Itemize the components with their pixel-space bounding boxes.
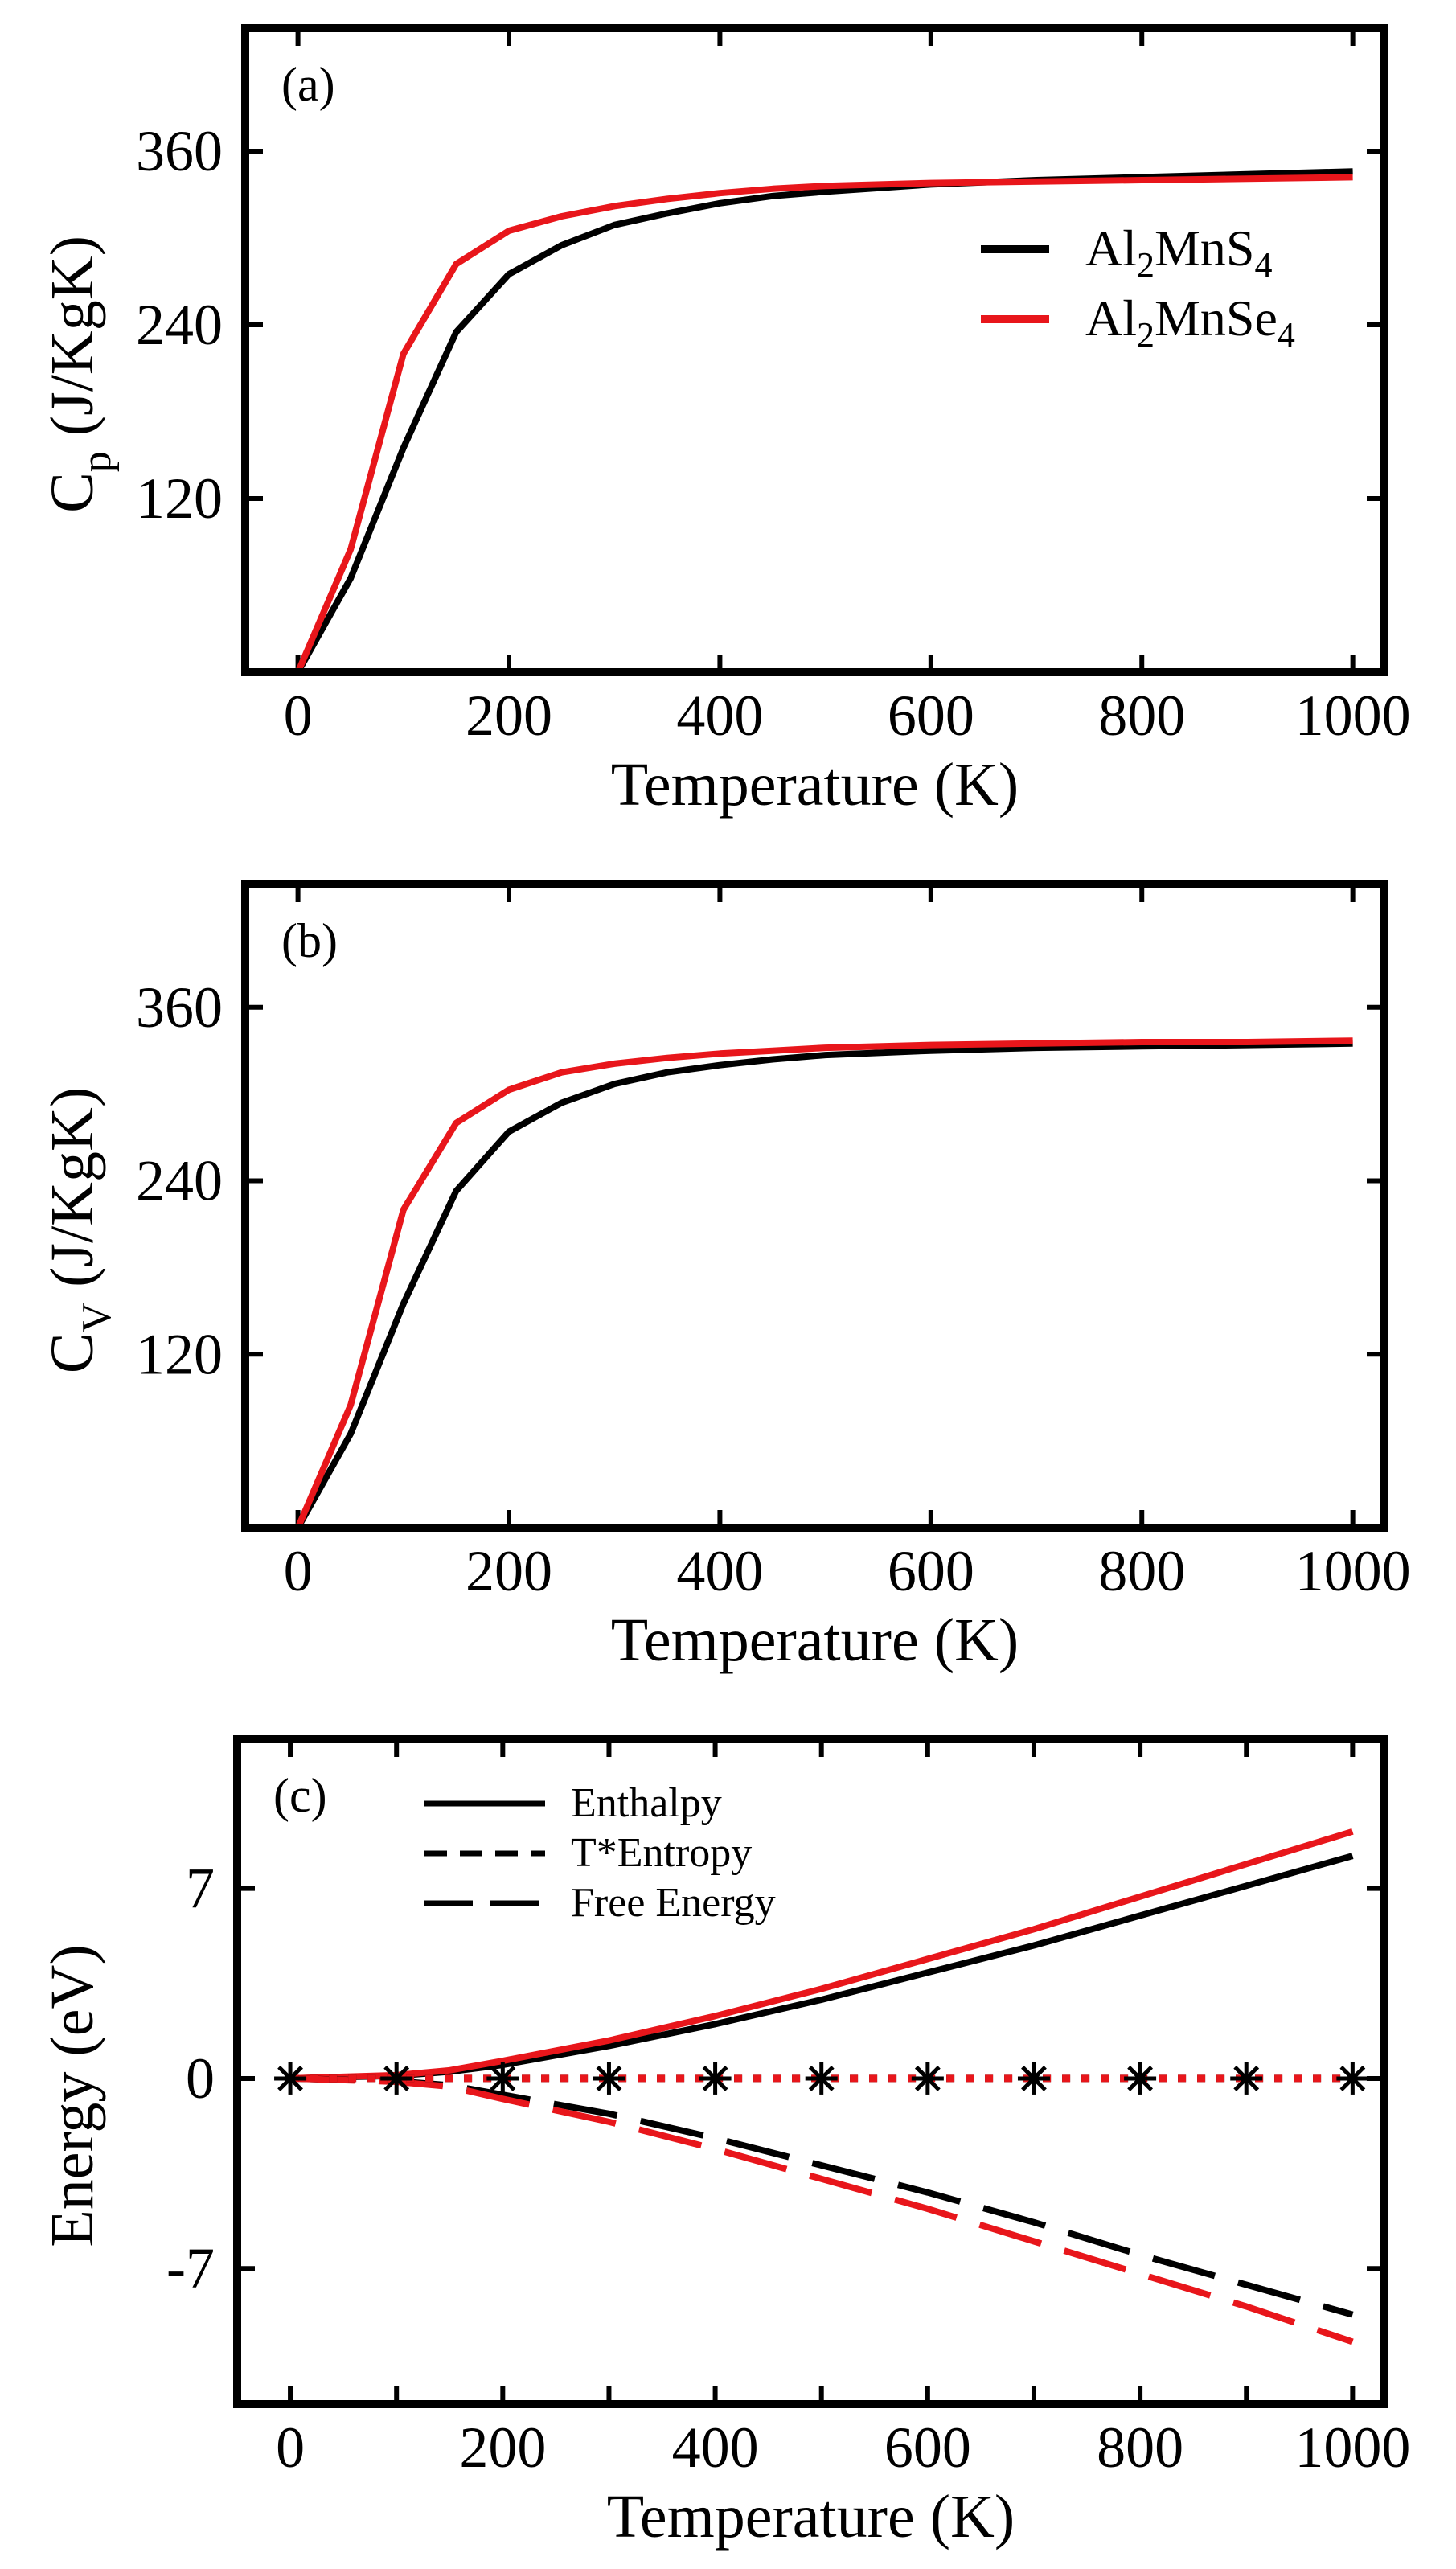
star-marker xyxy=(1017,2062,1050,2095)
star-marker xyxy=(805,2062,838,2095)
x-tick-label: 600 xyxy=(888,1539,974,1603)
legend-label-subscript: 2 xyxy=(1137,315,1155,355)
y-axis-label: CV (J/KgK) xyxy=(39,1087,120,1373)
x-tick-label: 0 xyxy=(284,683,313,748)
legend-label-subscript: 2 xyxy=(1137,245,1155,285)
legend-item: Al2MnS4 xyxy=(981,220,1273,285)
star-marker xyxy=(1336,2062,1369,2095)
y-tick-label: 0 xyxy=(186,2046,215,2111)
y-axis-label-subscript: V xyxy=(74,1303,120,1333)
x-tick-label: 800 xyxy=(1097,2415,1183,2480)
y-tick-label: 240 xyxy=(136,1149,223,1213)
x-tick-label: 0 xyxy=(276,2415,305,2480)
legend-item: Al2MnSe4 xyxy=(981,289,1295,355)
star-marker xyxy=(1124,2062,1157,2095)
legend-label: Al2MnSe4 xyxy=(1085,289,1295,355)
legend-label-part: MnS xyxy=(1155,220,1255,277)
series-line-al2mnse4-free-energy xyxy=(289,2074,1354,2345)
chart-panel-1: 0 200 400 600 800 1000 120 240 360 (a) Temperature… xyxy=(39,24,1411,819)
y-tick-label: -7 xyxy=(166,2236,215,2300)
legend-label-part: MnSe xyxy=(1155,289,1278,347)
legend-item: Enthalpy xyxy=(424,1780,722,1826)
y-axis-label-unit: (J/KgK) xyxy=(39,236,106,451)
legend-label: Enthalpy xyxy=(571,1780,722,1826)
y-tick-label: 360 xyxy=(136,119,223,183)
y-axis-label: Cp (J/KgK) xyxy=(39,236,120,513)
legend-label: Al2MnS4 xyxy=(1085,220,1273,285)
x-axis-label: Temperature (K) xyxy=(607,2483,1015,2551)
series-line-al2mnse4 xyxy=(294,1037,1353,1528)
x-tick-label: 400 xyxy=(676,1539,763,1603)
x-tick-label: 1000 xyxy=(1295,683,1411,748)
star-marker xyxy=(1230,2062,1263,2095)
x-tick-label: 200 xyxy=(466,1539,552,1603)
x-tick-label: 400 xyxy=(676,683,763,748)
plot-frame xyxy=(241,24,1388,676)
series-line-al2mnse4 xyxy=(294,174,1353,672)
x-axis-label: Temperature (K) xyxy=(611,751,1019,819)
x-tick-label: 1000 xyxy=(1295,1539,1411,1603)
legend-label-subscript: 4 xyxy=(1278,315,1295,355)
star-marker xyxy=(699,2062,732,2095)
legend-item: T*Entropy xyxy=(424,1830,752,1876)
y-tick-label: 7 xyxy=(186,1857,215,1921)
y-tick-label: 240 xyxy=(136,293,223,357)
y-axis-label-unit: (J/KgK) xyxy=(39,1087,106,1303)
legend-label-part: Al xyxy=(1085,289,1137,347)
star-marker xyxy=(593,2062,625,2095)
series-line-al2mns4-enthalpy xyxy=(290,1853,1354,2082)
legend-label-part: Al xyxy=(1085,220,1137,277)
x-axis-label: Temperature (K) xyxy=(611,1607,1019,1674)
y-tick-label: 360 xyxy=(136,975,223,1040)
legend-item: Free Energy xyxy=(424,1880,776,1926)
y-axis-label: Energy (eV) xyxy=(39,1944,106,2247)
y-axis-label-main: C xyxy=(39,1332,106,1373)
legend-label: T*Entropy xyxy=(571,1830,752,1876)
chart-panel-2: 0 200 400 600 800 1000 120 240 360 (b) Temperature… xyxy=(39,880,1411,1674)
legend-label-subscript: 4 xyxy=(1255,245,1273,285)
panel-label: (c) xyxy=(273,1769,327,1822)
x-tick-label: 600 xyxy=(888,683,974,748)
x-tick-label: 800 xyxy=(1098,1539,1185,1603)
y-tick-label: 120 xyxy=(136,466,223,531)
x-tick-label: 0 xyxy=(284,1539,313,1603)
y-tick-label: 120 xyxy=(136,1322,223,1386)
legend-label: Free Energy xyxy=(571,1880,776,1926)
x-tick-label: 200 xyxy=(466,683,552,748)
y-axis-label-main: C xyxy=(39,472,106,513)
star-marker xyxy=(486,2062,519,2095)
x-tick-label: 800 xyxy=(1098,683,1185,748)
series-line-al2mns4 xyxy=(295,1040,1353,1528)
panel-label: (a) xyxy=(281,58,335,111)
y-axis-label-subscript: p xyxy=(74,451,120,472)
chart-panel-3: 0 200 400 600 800 1000 -7 0 7 (c) Temperature (K) E… xyxy=(39,1735,1410,2551)
plot-frame xyxy=(241,880,1388,1532)
series-line-al2mnse4-enthalpy xyxy=(289,1828,1354,2082)
panel-label: (b) xyxy=(281,914,338,967)
star-marker xyxy=(911,2062,944,2095)
star-marker xyxy=(274,2062,307,2095)
x-tick-label: 200 xyxy=(459,2415,546,2480)
x-tick-label: 1000 xyxy=(1294,2415,1410,2480)
star-marker xyxy=(380,2062,413,2095)
x-tick-label: 600 xyxy=(884,2415,971,2480)
plot-frame xyxy=(233,1735,1388,2408)
x-tick-label: 400 xyxy=(672,2415,759,2480)
series-line-al2mns4-free-energy xyxy=(289,2074,1354,2318)
